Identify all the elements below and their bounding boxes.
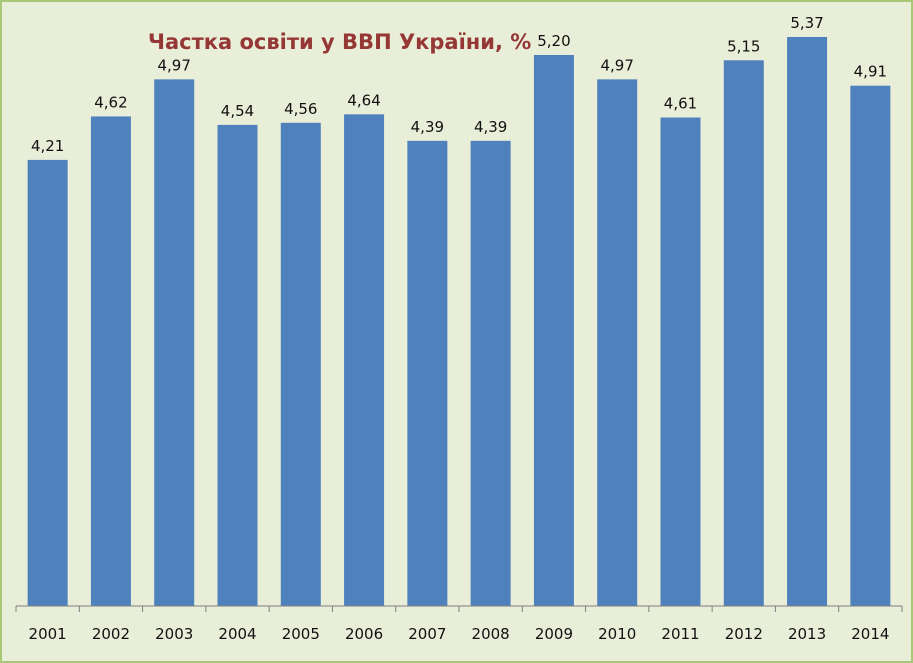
data-label-2001: 4,21 xyxy=(31,137,64,155)
data-label-2013: 5,37 xyxy=(790,14,823,32)
bars-group xyxy=(27,36,891,607)
x-tick-label-2010: 2010 xyxy=(598,625,636,643)
data-label-2012: 5,15 xyxy=(727,37,760,55)
data-label-2006: 4,64 xyxy=(347,91,380,109)
x-tick-label-2005: 2005 xyxy=(282,625,320,643)
x-axis-ticks xyxy=(15,606,903,612)
bar-2001 xyxy=(27,159,68,606)
data-label-2009: 5,20 xyxy=(537,32,570,50)
x-tick-label-2006: 2006 xyxy=(345,625,383,643)
value-labels-group: 4,21 4,62 4,97 4,54 4,56 4,64 4,39 4,39 5,20 4,97… xyxy=(31,14,887,155)
bar-2011 xyxy=(660,117,701,606)
data-label-2007: 4,39 xyxy=(411,118,444,136)
data-label-2008: 4,39 xyxy=(474,118,507,136)
x-tick-label-2012: 2012 xyxy=(725,625,763,643)
x-tick-label-2003: 2003 xyxy=(155,625,193,643)
bar-2009 xyxy=(533,54,574,606)
x-tick-label-2004: 2004 xyxy=(218,625,256,643)
bar-2013 xyxy=(787,36,828,606)
x-tick-label-2007: 2007 xyxy=(408,625,446,643)
data-label-2011: 4,61 xyxy=(664,95,697,113)
x-tick-label-2011: 2011 xyxy=(661,625,699,643)
x-tick-label-2009: 2009 xyxy=(535,625,573,643)
bar-2014 xyxy=(850,85,891,606)
x-tick-label-2013: 2013 xyxy=(788,625,826,643)
x-tick-label-2008: 2008 xyxy=(472,625,510,643)
x-tick-label-2014: 2014 xyxy=(851,625,889,643)
x-tick-label-2001: 2001 xyxy=(29,625,67,643)
bar-2012 xyxy=(723,60,764,606)
bar-2002 xyxy=(90,116,131,606)
bar-2007 xyxy=(407,140,448,607)
bar-2006 xyxy=(344,114,385,606)
bar-2010 xyxy=(597,79,638,607)
data-label-2003: 4,97 xyxy=(158,56,191,74)
data-label-2002: 4,62 xyxy=(94,93,127,111)
bar-2008 xyxy=(470,140,511,607)
chart-title: Частка освіти у ВВП України, % xyxy=(148,30,531,54)
bar-2004 xyxy=(217,124,258,606)
data-label-2014: 4,91 xyxy=(854,63,887,81)
x-axis-tick-labels: 2001 2002 2003 2004 2005 2006 2007 2008 2009 2010… xyxy=(29,625,890,643)
data-label-2005: 4,56 xyxy=(284,100,317,118)
data-label-2004: 4,54 xyxy=(221,102,254,120)
bar-2003 xyxy=(154,79,195,607)
bar-2005 xyxy=(280,122,321,607)
data-label-2010: 4,97 xyxy=(601,56,634,74)
x-tick-label-2002: 2002 xyxy=(92,625,130,643)
